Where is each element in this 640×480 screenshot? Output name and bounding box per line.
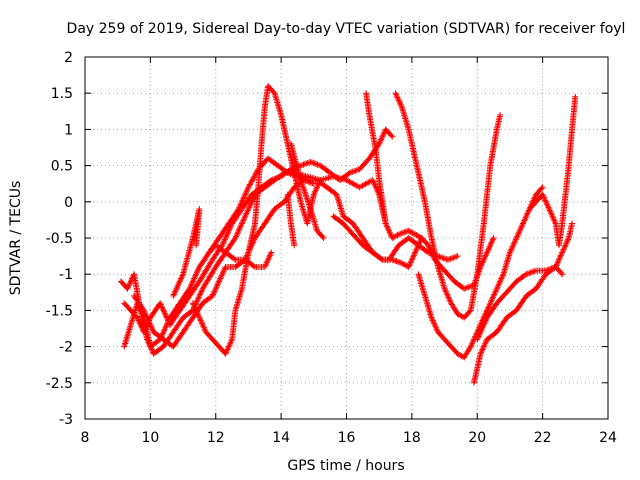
series-trace-16	[526, 93, 579, 249]
y-tick-label: -3	[59, 412, 73, 428]
series-markers	[415, 184, 546, 361]
x-tick-label: 24	[599, 430, 617, 446]
series-markers	[284, 191, 298, 249]
series-markers	[189, 83, 324, 357]
y-tick-label: 1.5	[51, 86, 73, 102]
y-tick-label: 0.5	[51, 159, 73, 175]
x-tick-label: 20	[468, 430, 486, 446]
y-axis-label: SDTVAR / TECUs	[8, 181, 24, 296]
series-markers	[474, 264, 566, 343]
plot-area	[118, 83, 579, 386]
series-trace-15	[474, 264, 566, 343]
series-trace-12	[392, 90, 504, 321]
plot-frame	[84, 56, 609, 420]
series-trace-14	[471, 220, 575, 386]
y-tick-label: 1	[64, 122, 73, 138]
x-tick-label: 8	[81, 430, 90, 446]
grid	[85, 57, 608, 419]
series-trace-13	[415, 184, 546, 361]
x-axis-label: GPS time / hours	[287, 458, 404, 474]
series-trace-6	[170, 206, 203, 299]
y-tick-label: -0.5	[46, 231, 73, 247]
chart-title: Day 259 of 2019, Sidereal Day-to-day VTE…	[67, 21, 626, 37]
series-markers	[287, 140, 327, 241]
x-tick-label: 14	[272, 430, 290, 446]
series-markers	[471, 220, 575, 386]
axis-ticks: 8 10 12 14 16 18 20 22 24 2 1.5 1 0.5 0 -0.5 -1 -1.5 -2 -2…	[46, 50, 617, 446]
y-tick-label: 2	[64, 50, 73, 66]
series-markers	[330, 213, 461, 263]
series-markers	[526, 93, 579, 249]
x-tick-label: 10	[141, 430, 159, 446]
y-tick-label: -2.5	[46, 376, 73, 392]
x-tick-label: 16	[338, 430, 356, 446]
y-tick-label: -2	[59, 340, 73, 356]
series-trace-5	[189, 83, 324, 357]
x-tick-label: 22	[534, 430, 552, 446]
y-tick-label: -1.5	[46, 303, 73, 319]
y-tick-label: -1	[59, 267, 73, 283]
series-trace-7	[206, 242, 275, 270]
series-markers	[170, 206, 203, 299]
series-markers	[206, 242, 275, 270]
series-markers	[392, 90, 504, 321]
x-tick-label: 12	[207, 430, 225, 446]
series-trace-8	[287, 140, 327, 241]
series-trace-9	[284, 191, 298, 249]
x-tick-label: 18	[403, 430, 421, 446]
y-tick-label: 0	[64, 195, 73, 211]
series-trace-10	[330, 213, 461, 263]
